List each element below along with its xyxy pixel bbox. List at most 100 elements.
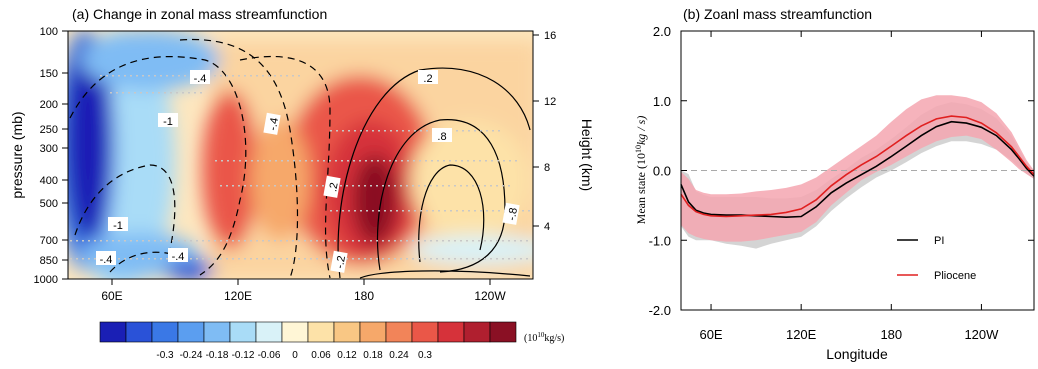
- series-line-pi: [680, 120, 1035, 219]
- stipple-dot: [214, 75, 216, 77]
- stipple-dot: [208, 240, 210, 242]
- pressure-tick-label: 250: [40, 124, 58, 136]
- stipple-dot: [352, 258, 354, 260]
- stipple-dot: [431, 160, 433, 162]
- stipple-dot: [456, 210, 458, 212]
- stipple-dot: [190, 240, 192, 242]
- contour-label-bg: [502, 202, 520, 225]
- stipple-dot: [226, 75, 228, 77]
- stipple-dot: [232, 75, 234, 77]
- stipple-dot: [124, 240, 126, 242]
- stipple-dot: [172, 240, 174, 242]
- stipple-dot: [486, 130, 488, 132]
- x-tick-label-b: 120E: [786, 327, 817, 342]
- stipple-dot: [160, 240, 162, 242]
- colorbar-tick-label: -0.3: [156, 350, 174, 361]
- stipple-dot: [340, 185, 342, 187]
- stipple-dot: [436, 258, 438, 260]
- stipple-dot: [226, 185, 228, 187]
- pressure-tick-label: 200: [40, 99, 58, 111]
- stipple-dot: [454, 185, 456, 187]
- contour-label-text: -1: [163, 116, 173, 128]
- stipple-dot: [342, 130, 344, 132]
- contour-label-text: -.4: [100, 254, 113, 266]
- stipple-dot: [354, 210, 356, 212]
- stipple-dot: [251, 160, 253, 162]
- colorbar-swatch: [359, 321, 387, 343]
- stipple-dot: [486, 210, 488, 212]
- stipple-dot: [250, 185, 252, 187]
- stipple-dot: [502, 185, 504, 187]
- stipple-dot: [136, 75, 138, 77]
- stipple-dot: [424, 258, 426, 260]
- contour-label-text: .2: [423, 73, 432, 85]
- stipple-dot: [454, 258, 456, 260]
- contour-label-bg: [418, 70, 438, 84]
- stipple-dot: [376, 185, 378, 187]
- stipple-dot: [384, 210, 386, 212]
- stipple-dot: [316, 185, 318, 187]
- stipple-dot: [346, 185, 348, 187]
- colorbar-swatch: [489, 321, 517, 343]
- stipple-dot: [323, 160, 325, 162]
- stipple-dot: [340, 240, 342, 242]
- y-tick-label-b: 1.0: [653, 94, 671, 109]
- stipple-dot: [468, 130, 470, 132]
- contour-label-text: -.4: [267, 117, 281, 132]
- stipple-dot: [330, 210, 332, 212]
- colorbar-tick-label: 0.06: [311, 350, 331, 361]
- stipple-dot: [310, 185, 312, 187]
- stipple-dot: [82, 258, 84, 260]
- stipple-dot: [360, 210, 362, 212]
- stipple-dot: [365, 160, 367, 162]
- contour-label-bg: [108, 217, 128, 231]
- stipple-dot: [70, 258, 72, 260]
- stipple-dot: [257, 160, 259, 162]
- stipple-dot: [449, 160, 451, 162]
- stipple-dot: [359, 160, 361, 162]
- stipple-dot: [372, 210, 374, 212]
- stipple-dot: [310, 258, 312, 260]
- stipple-dot: [378, 210, 380, 212]
- stipple-dot: [395, 160, 397, 162]
- stipple-dot: [336, 130, 338, 132]
- x-tick-label-b: 120W: [964, 327, 999, 342]
- stipple-dot: [164, 92, 166, 94]
- stipple-dot: [414, 210, 416, 212]
- stipple-dot: [130, 75, 132, 77]
- stipple-dot: [335, 160, 337, 162]
- stipple-dot: [448, 258, 450, 260]
- colorbar-swatch: [203, 321, 231, 343]
- stipple-dot: [490, 240, 492, 242]
- stipple-dot: [450, 210, 452, 212]
- height-tick-label: 12: [544, 96, 556, 108]
- stipple-dot: [461, 160, 463, 162]
- stipple-dot: [124, 75, 126, 77]
- stipple-dot: [116, 92, 118, 94]
- stipple-dot: [382, 240, 384, 242]
- stipple-dot: [341, 160, 343, 162]
- stipple-dot: [472, 185, 474, 187]
- stipple-dot: [128, 92, 130, 94]
- stipple-dot: [394, 258, 396, 260]
- stipple-dot: [348, 210, 350, 212]
- contour-label-bg: [96, 251, 116, 265]
- contour-label-text: .2: [327, 182, 340, 193]
- colorbar-tick-label: -0.24: [180, 350, 203, 361]
- colorbar-swatch: [463, 321, 491, 343]
- stipple-dot: [220, 240, 222, 242]
- stipple-dot: [94, 258, 96, 260]
- colorbar-tick-label: 0.18: [363, 350, 383, 361]
- stipple-dot: [388, 240, 390, 242]
- stipple-dot: [358, 240, 360, 242]
- stipple-dot: [467, 160, 469, 162]
- stipple-dot: [364, 240, 366, 242]
- colorbar-swatch: [229, 321, 257, 343]
- pressure-tick-label: 700: [40, 235, 58, 247]
- stipple-dot: [508, 240, 510, 242]
- panel-b-line-chart: (b) Zoanl mass streamfunction 2.0 1.0 0.0 -…: [634, 6, 1035, 362]
- pressure-axis: 100 150 200 250 300 400 500 700 850 1000: [34, 26, 68, 286]
- colorbar-swatch: [437, 321, 465, 343]
- contour-label-bg: [168, 248, 188, 262]
- stipple-dot: [358, 185, 360, 187]
